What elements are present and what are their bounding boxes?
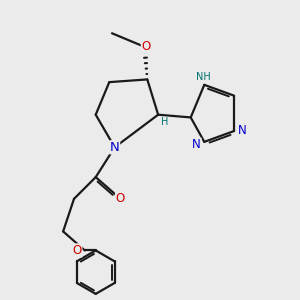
Text: N: N	[110, 141, 120, 154]
Text: N: N	[192, 138, 201, 151]
Text: O: O	[141, 40, 151, 53]
Text: O: O	[116, 192, 125, 206]
Text: NH: NH	[196, 72, 210, 82]
Text: O: O	[73, 244, 82, 257]
Text: N: N	[237, 124, 246, 137]
Text: H: H	[161, 117, 169, 127]
